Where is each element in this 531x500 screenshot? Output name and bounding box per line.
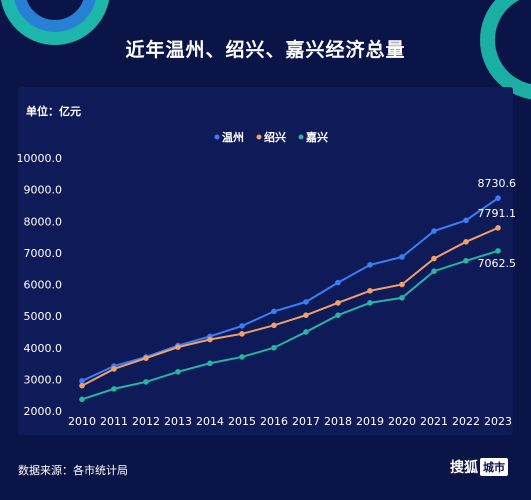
data-point bbox=[335, 312, 341, 318]
x-tick-label: 2010 bbox=[68, 415, 96, 428]
legend-label: 嘉兴 bbox=[305, 130, 328, 144]
end-value-label: 8730.6 bbox=[478, 177, 517, 190]
x-tick-label: 2015 bbox=[228, 415, 256, 428]
end-value-label: 7791.1 bbox=[478, 207, 517, 220]
data-point bbox=[143, 379, 149, 385]
x-tick-label: 2022 bbox=[452, 415, 480, 428]
data-point bbox=[399, 254, 405, 260]
data-point bbox=[303, 299, 309, 305]
source-note: 数据来源：各市统计局 bbox=[18, 464, 128, 477]
data-point bbox=[271, 322, 277, 329]
y-tick-label: 6000.0 bbox=[24, 279, 63, 292]
data-point bbox=[463, 257, 469, 264]
x-tick-label: 2021 bbox=[420, 415, 448, 428]
data-point bbox=[335, 279, 341, 286]
y-tick-label: 4000.0 bbox=[24, 342, 63, 355]
data-point bbox=[239, 331, 245, 337]
data-point bbox=[143, 355, 149, 361]
unit-label: 单位：亿元 bbox=[26, 105, 81, 118]
data-point bbox=[239, 354, 245, 360]
data-point bbox=[399, 281, 405, 288]
y-tick-label: 10000.0 bbox=[17, 152, 63, 165]
data-point bbox=[431, 228, 437, 234]
legend-label: 绍兴 bbox=[264, 130, 286, 144]
data-point bbox=[367, 262, 373, 268]
data-point bbox=[431, 255, 437, 262]
x-tick-label: 2012 bbox=[132, 415, 160, 428]
series-line bbox=[81, 197, 499, 382]
legend-marker bbox=[256, 134, 262, 140]
x-tick-label: 2020 bbox=[388, 415, 416, 428]
data-point bbox=[175, 344, 181, 350]
data-point bbox=[303, 329, 309, 335]
series-line bbox=[81, 226, 499, 387]
data-point bbox=[367, 288, 373, 294]
data-point bbox=[207, 360, 213, 367]
data-point bbox=[79, 378, 85, 384]
legend-marker bbox=[298, 134, 304, 140]
data-point bbox=[111, 366, 117, 372]
data-point bbox=[79, 382, 85, 389]
data-point bbox=[271, 308, 277, 315]
data-point bbox=[111, 386, 117, 392]
x-tick-label: 2016 bbox=[260, 415, 288, 428]
data-point bbox=[495, 225, 501, 231]
x-tick-label: 2023 bbox=[484, 415, 512, 428]
data-point bbox=[207, 336, 213, 343]
data-point bbox=[431, 268, 437, 275]
x-tick-label: 2019 bbox=[356, 415, 384, 428]
x-tick-label: 2013 bbox=[164, 415, 192, 428]
y-tick-label: 9000.0 bbox=[24, 184, 63, 197]
data-point bbox=[79, 396, 85, 403]
y-tick-label: 8000.0 bbox=[24, 215, 63, 228]
brand-name: 搜狐 bbox=[450, 460, 478, 476]
legend-label: 温州 bbox=[222, 130, 244, 144]
legend-marker bbox=[214, 134, 220, 140]
x-tick-label: 2011 bbox=[100, 415, 128, 428]
data-point bbox=[335, 300, 341, 306]
data-point bbox=[399, 294, 405, 301]
brand-logo: 搜狐 城市 bbox=[450, 457, 508, 477]
data-point bbox=[495, 195, 501, 201]
data-point bbox=[239, 323, 245, 329]
end-value-label: 7062.5 bbox=[478, 257, 517, 270]
y-tick-label: 3000.0 bbox=[24, 373, 63, 386]
x-tick-label: 2017 bbox=[292, 415, 320, 428]
y-tick-label: 5000.0 bbox=[24, 310, 63, 323]
data-point bbox=[271, 344, 277, 351]
data-point bbox=[463, 217, 469, 224]
brand-tag: 城市 bbox=[480, 458, 508, 476]
series-line bbox=[81, 249, 499, 401]
data-point bbox=[175, 368, 181, 375]
data-point bbox=[303, 312, 309, 318]
x-tick-label: 2014 bbox=[196, 415, 224, 428]
y-tick-label: 2000.0 bbox=[24, 405, 63, 418]
data-point bbox=[367, 300, 373, 306]
x-tick-label: 2018 bbox=[324, 415, 352, 428]
page-title: 近年温州、绍兴、嘉兴经济总量 bbox=[125, 39, 406, 61]
y-tick-label: 7000.0 bbox=[24, 247, 63, 260]
data-point bbox=[463, 239, 469, 245]
data-point bbox=[495, 248, 501, 254]
